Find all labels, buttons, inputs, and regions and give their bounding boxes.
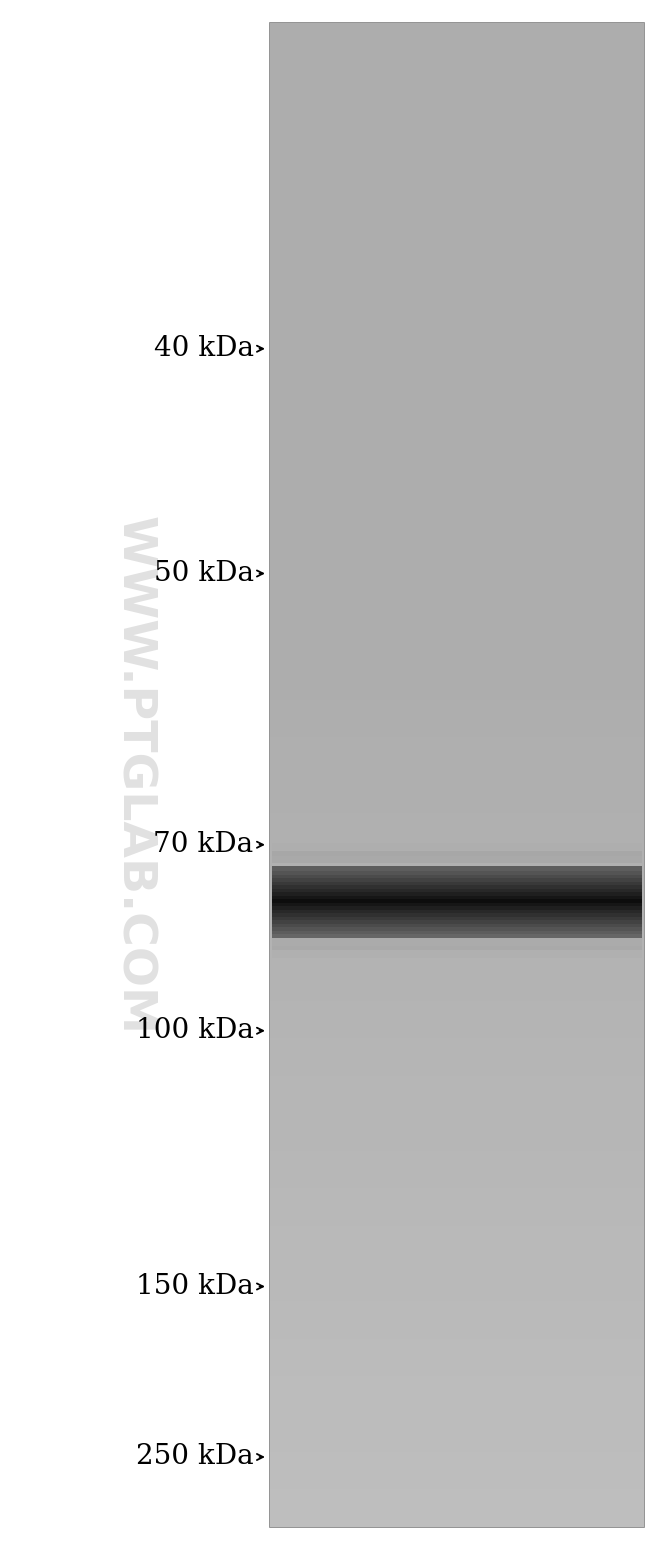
Bar bbox=[270, 136, 644, 174]
Bar bbox=[270, 888, 644, 925]
Bar bbox=[270, 1451, 644, 1490]
Bar bbox=[270, 775, 644, 812]
Bar bbox=[270, 1376, 644, 1414]
Bar bbox=[270, 812, 644, 849]
Bar bbox=[272, 930, 642, 935]
Bar bbox=[270, 1189, 644, 1226]
Bar bbox=[272, 902, 642, 907]
Bar bbox=[270, 437, 644, 474]
Bar bbox=[270, 550, 644, 587]
Bar bbox=[270, 99, 644, 136]
Bar bbox=[272, 894, 642, 899]
Bar bbox=[272, 851, 642, 863]
Bar bbox=[272, 883, 642, 890]
Bar bbox=[270, 1339, 644, 1376]
Bar bbox=[270, 1113, 644, 1150]
Bar bbox=[272, 908, 642, 913]
Bar bbox=[272, 843, 642, 856]
Text: 100 kDa: 100 kDa bbox=[136, 1017, 254, 1045]
Bar bbox=[270, 250, 644, 287]
Bar bbox=[270, 1490, 644, 1527]
Bar bbox=[270, 211, 644, 250]
Bar bbox=[272, 887, 642, 893]
Text: WWW.PTGLAB.COM: WWW.PTGLAB.COM bbox=[111, 516, 156, 1034]
Bar bbox=[270, 625, 644, 662]
Bar bbox=[272, 922, 642, 927]
Text: 250 kDa: 250 kDa bbox=[136, 1443, 254, 1471]
Bar bbox=[272, 880, 642, 885]
Bar bbox=[270, 1076, 644, 1113]
Bar bbox=[272, 914, 642, 921]
Bar bbox=[270, 1038, 644, 1076]
Bar bbox=[272, 919, 642, 924]
Bar bbox=[270, 361, 644, 398]
Bar bbox=[272, 905, 642, 910]
Bar bbox=[270, 662, 644, 701]
Bar bbox=[270, 1150, 644, 1189]
Text: 50 kDa: 50 kDa bbox=[153, 560, 254, 587]
Bar bbox=[270, 512, 644, 550]
Bar bbox=[270, 587, 644, 625]
Bar bbox=[270, 1001, 644, 1038]
Bar bbox=[270, 925, 644, 963]
Bar bbox=[270, 60, 644, 99]
Bar bbox=[270, 174, 644, 211]
Bar bbox=[272, 866, 642, 871]
Bar bbox=[270, 849, 644, 888]
Bar bbox=[272, 925, 642, 930]
Bar bbox=[270, 963, 644, 1001]
Bar bbox=[270, 1300, 644, 1339]
Text: 150 kDa: 150 kDa bbox=[136, 1273, 254, 1300]
Bar bbox=[270, 738, 644, 775]
Bar bbox=[270, 398, 644, 437]
Bar bbox=[272, 897, 642, 902]
Bar bbox=[272, 891, 642, 896]
Bar bbox=[272, 874, 642, 879]
Bar bbox=[272, 877, 642, 882]
Bar bbox=[270, 23, 644, 1527]
Bar bbox=[270, 1263, 644, 1300]
Bar bbox=[270, 1226, 644, 1263]
Bar bbox=[270, 287, 644, 324]
Text: 40 kDa: 40 kDa bbox=[153, 335, 254, 363]
Bar bbox=[270, 701, 644, 738]
Bar bbox=[270, 474, 644, 512]
Bar bbox=[272, 938, 642, 950]
Bar bbox=[270, 1414, 644, 1451]
Text: 70 kDa: 70 kDa bbox=[153, 831, 254, 859]
Bar bbox=[272, 933, 642, 938]
Bar bbox=[270, 23, 644, 60]
Bar bbox=[272, 870, 642, 874]
Bar bbox=[272, 911, 642, 916]
Bar bbox=[270, 324, 644, 361]
Bar bbox=[272, 946, 642, 958]
